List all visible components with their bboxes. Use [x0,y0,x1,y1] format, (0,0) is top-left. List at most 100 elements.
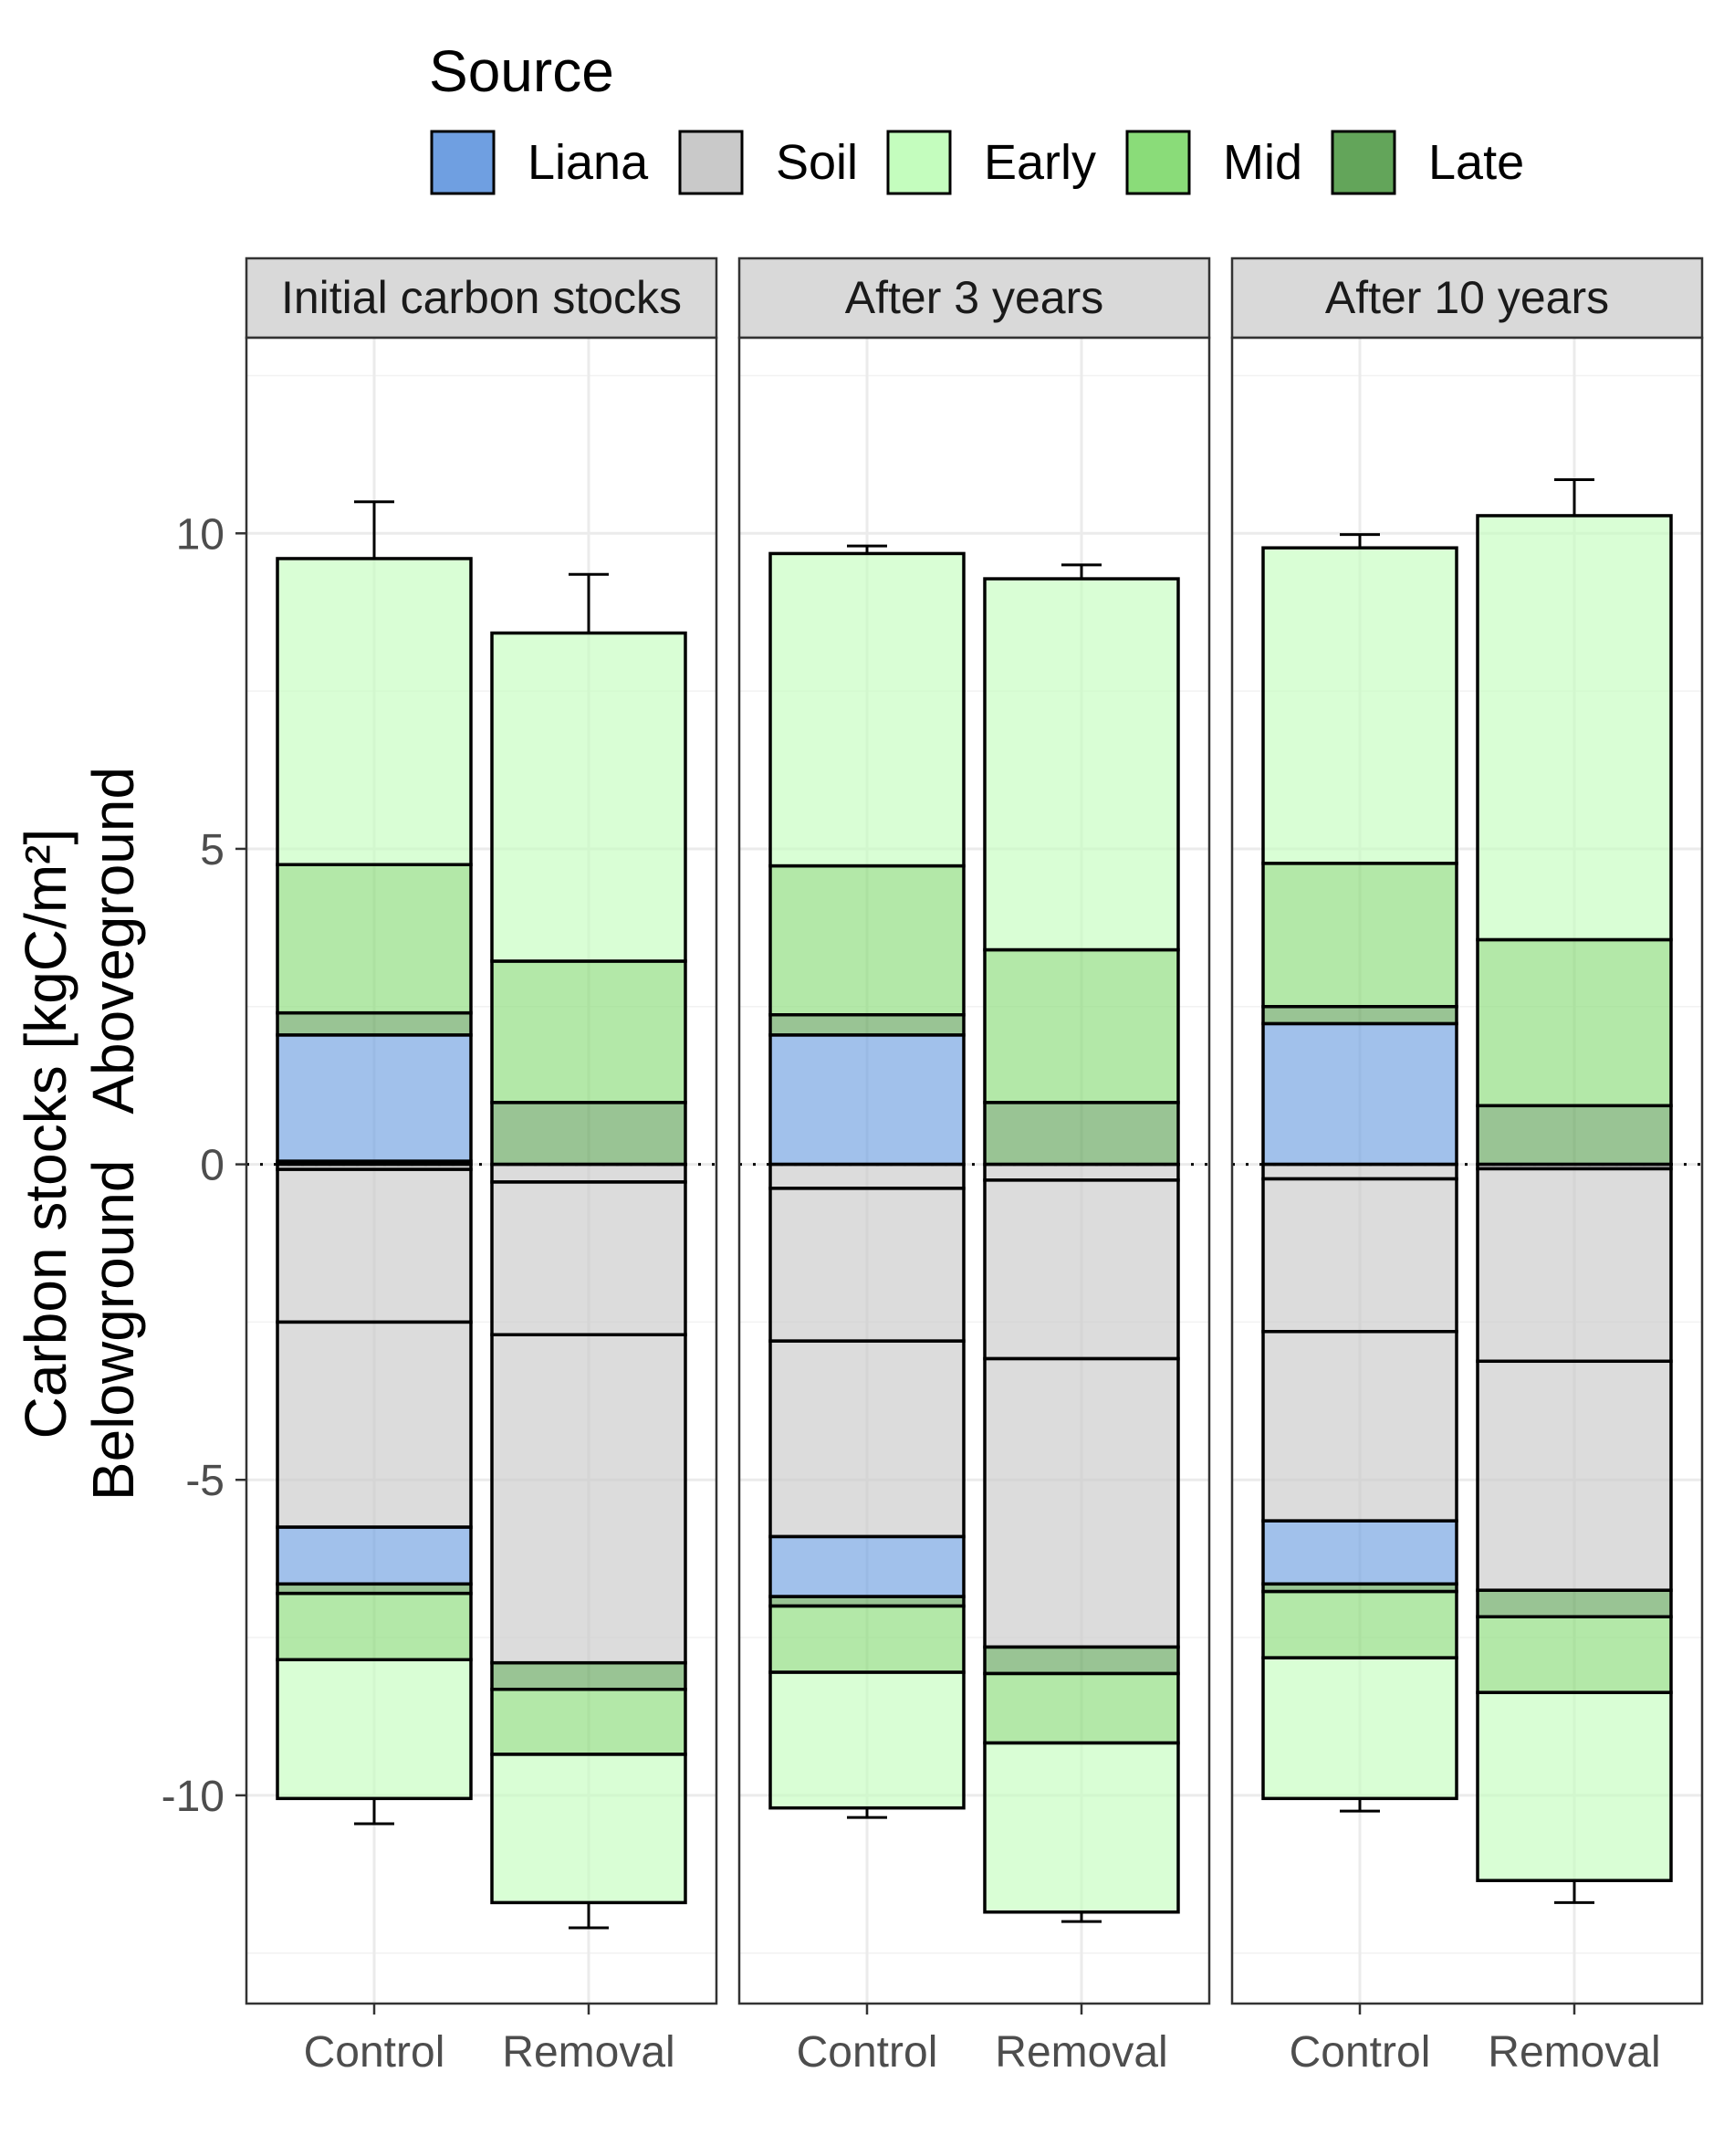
bar-segment-liana [768,1534,966,1598]
bar-segment-early [983,577,1180,952]
bar-segment-late [276,1010,473,1037]
bar-segment-soil [768,1162,966,1190]
bar-segment-late [1476,1588,1673,1618]
bar-segment-soil [276,1167,473,1324]
bar-removal [490,572,687,1930]
panel-title: After 10 years [1325,272,1609,323]
bar-segment-mid [1476,1615,1673,1694]
bar-segment-soil [1261,1330,1458,1523]
bar-segment-soil [768,1339,966,1539]
y-axis-title-line2: Belowground Aboveground [80,767,146,1501]
legend-label-mid: Mid [1223,135,1302,190]
y-tick-label: 5 [200,826,225,874]
panel-strip [245,256,718,340]
x-tick-label: Control [797,2028,938,2077]
y-tick-label: -10 [162,1773,225,1821]
legend-title: Source [429,38,614,104]
bar-segment-mid [490,959,687,1104]
y-axis: -10 -5 0 5 10 [162,510,246,1821]
bar-control [768,544,966,1819]
bar-segment-mid [1476,937,1673,1108]
legend: Source Liana Soil Early Mid Late [429,38,1524,195]
legend-label-early: Early [984,135,1096,190]
legend-swatch-liana [430,130,496,195]
bar-segment-mid [276,1591,473,1661]
bar-segment-soil [490,1333,687,1665]
x-tick-label: Removal [995,2028,1167,2077]
bar-segment-soil [276,1320,473,1529]
legend-swatch-mid [1125,130,1191,195]
panel-strip [737,256,1211,340]
bar-segment-liana [276,1525,473,1586]
bar-segment-early [983,1741,1180,1914]
bar-segment-soil [1476,1167,1673,1364]
bar-segment-liana [1261,1021,1458,1167]
bar-segment-mid [768,1604,966,1674]
bar-segment-soil [1476,1359,1673,1592]
bar-control [276,500,473,1826]
bar-segment-soil [1261,1162,1458,1181]
panel-title: After 3 years [845,272,1103,323]
bar-segment-mid [1261,1589,1458,1659]
bar-segment-soil [983,1162,1180,1182]
bar-segment-early [1261,1656,1458,1801]
bar-segment-late [983,1645,1180,1676]
bar-segment-late [1261,1005,1458,1026]
bar-segment-mid [768,863,966,1017]
bar-segment-soil [768,1187,966,1343]
bar-control [1261,533,1458,1813]
bar-segment-early [276,557,473,866]
bar-segment-mid [1261,862,1458,1009]
legend-label-liana: Liana [528,135,649,190]
bar-segment-mid [490,1687,687,1756]
bar-segment-late [490,1660,687,1691]
panel-1: Initial carbon stocks Control Removal [245,256,718,2077]
bar-segment-late [768,1013,966,1037]
legend-swatch-soil [678,130,744,195]
bar-removal [1476,478,1673,1904]
x-tick-label: Removal [1488,2028,1660,2077]
bar-segment-early [768,551,966,868]
bar-segment-early [1476,514,1673,942]
bar-segment-soil [1261,1177,1458,1334]
bar-segment-soil [490,1162,687,1184]
panel-border [1230,336,1704,2005]
y-axis-title: Carbon stocks [kgC/m²] Belowground Above… [13,767,146,1501]
bar-segment-liana [768,1033,966,1167]
bar-segment-soil [983,1178,1180,1361]
y-tick-label: 10 [176,510,225,559]
bar-segment-early [1261,546,1458,865]
panel-border [245,336,718,2005]
bar-segment-early [276,1658,473,1801]
legend-swatch-late [1331,130,1396,195]
bar-segment-late [1476,1104,1673,1167]
bar-segment-early [490,1753,687,1905]
y-tick-label: 0 [200,1142,225,1190]
legend-label-soil: Soil [776,135,858,190]
panel-title: Initial carbon stocks [281,272,682,323]
legend-swatch-early [886,130,952,195]
y-axis-title-line1: Carbon stocks [kgC/m²] [13,829,78,1439]
y-tick-label: -5 [185,1457,225,1505]
bar-segment-early [490,631,687,963]
panel-3: After 10 years Control Removal [1230,256,1704,2077]
bar-segment-soil [490,1180,687,1336]
panel-2: After 3 years Control Removal [737,256,1211,2077]
bar-segment-soil [983,1356,1180,1649]
panel-border [737,336,1211,2005]
x-tick-label: Control [304,2028,445,2077]
bar-segment-liana [1261,1519,1458,1586]
bar-segment-early [1476,1690,1673,1882]
x-tick-label: Control [1290,2028,1431,2077]
legend-label-late: Late [1428,135,1524,190]
bar-removal [983,563,1180,1923]
bar-segment-late [490,1101,687,1167]
bar-segment-early [768,1670,966,1810]
bar-segment-mid [276,863,473,1015]
bar-segment-mid [983,1671,1180,1745]
x-tick-label: Removal [502,2028,674,2077]
bar-segment-liana [276,1033,473,1163]
bar-segment-mid [983,947,1180,1104]
